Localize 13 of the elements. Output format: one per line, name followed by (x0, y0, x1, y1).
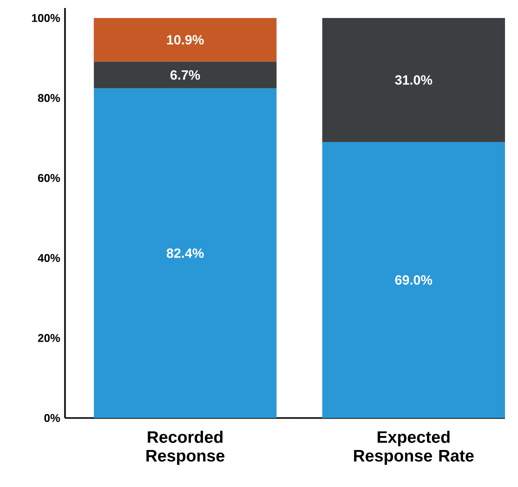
data-label: 10.9% (167, 35, 204, 45)
data-label: 82.4% (166, 248, 204, 258)
y-tick-label: 100% (32, 14, 60, 22)
data-label: 69.0% (395, 275, 432, 285)
y-tick-label: 0% (44, 414, 60, 422)
data-label: 6.7% (170, 70, 200, 80)
y-tick-label: 40% (38, 254, 60, 262)
y-tick-label: 20% (38, 334, 60, 342)
y-tick-label: 80% (38, 94, 60, 102)
y-tick-label: 60% (38, 174, 60, 182)
data-label: 31.0% (395, 75, 432, 85)
x-tick-label: Recorded Response (146, 430, 224, 465)
x-tick-label: Expected Response Rate (354, 430, 474, 465)
